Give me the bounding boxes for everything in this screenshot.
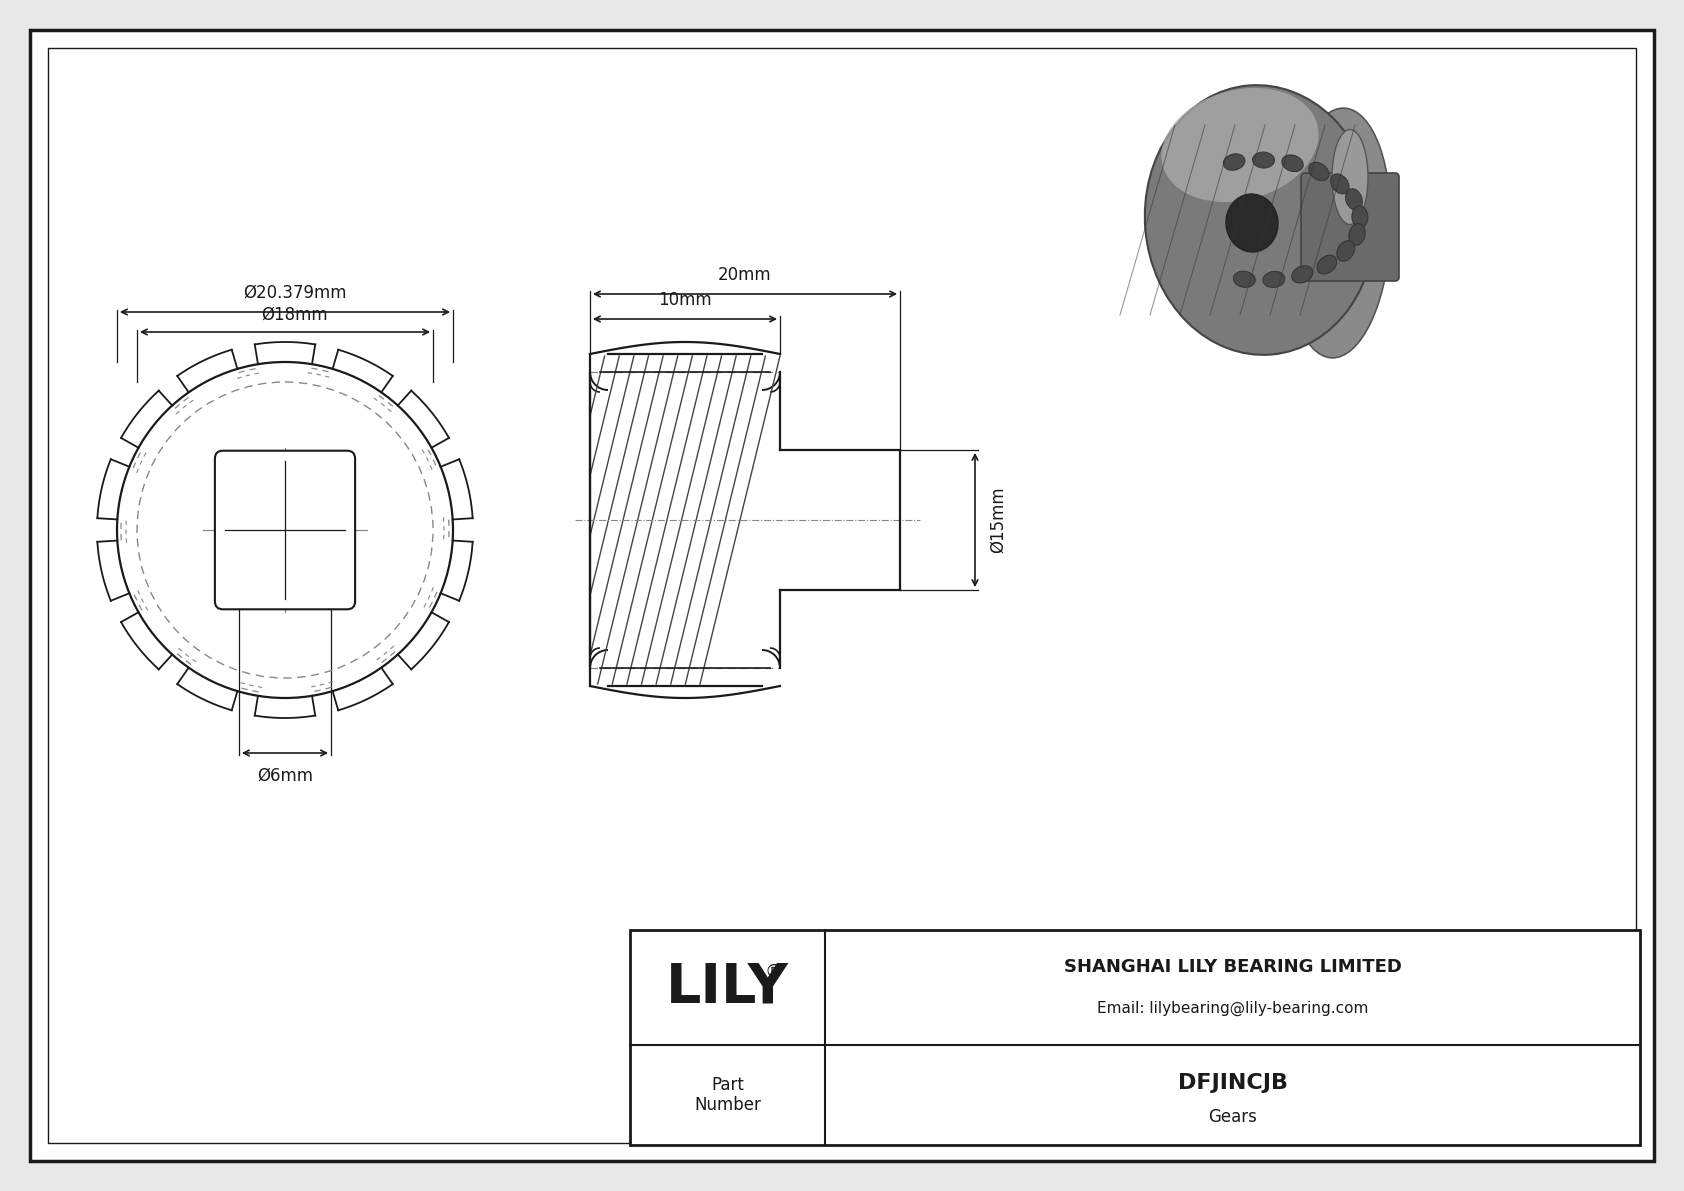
- Ellipse shape: [1226, 194, 1278, 252]
- Text: Ø20.379mm: Ø20.379mm: [242, 283, 347, 303]
- Ellipse shape: [1346, 189, 1362, 210]
- FancyBboxPatch shape: [1302, 173, 1399, 281]
- Ellipse shape: [1332, 130, 1367, 224]
- Text: 20mm: 20mm: [717, 266, 771, 283]
- Ellipse shape: [1352, 206, 1367, 227]
- Ellipse shape: [1330, 174, 1349, 194]
- Text: SHANGHAI LILY BEARING LIMITED: SHANGHAI LILY BEARING LIMITED: [1064, 958, 1401, 975]
- Bar: [630, 930, 1640, 1145]
- Ellipse shape: [1349, 224, 1366, 245]
- Text: Gears: Gears: [1207, 1108, 1256, 1125]
- Text: 10mm: 10mm: [658, 291, 712, 308]
- Ellipse shape: [1317, 255, 1337, 274]
- Text: DFJINCJB: DFJINCJB: [1177, 1073, 1288, 1093]
- FancyBboxPatch shape: [216, 450, 355, 610]
- Text: Ø6mm: Ø6mm: [258, 767, 313, 785]
- Ellipse shape: [1162, 88, 1319, 202]
- Text: Ø18mm: Ø18mm: [261, 306, 328, 324]
- Ellipse shape: [1253, 152, 1275, 168]
- Ellipse shape: [1292, 266, 1314, 283]
- Ellipse shape: [1263, 272, 1285, 287]
- Ellipse shape: [1145, 85, 1376, 355]
- Ellipse shape: [1308, 162, 1329, 181]
- Ellipse shape: [1285, 108, 1391, 357]
- Ellipse shape: [1233, 272, 1255, 287]
- Text: Email: lilybearing@lily-bearing.com: Email: lilybearing@lily-bearing.com: [1096, 1000, 1367, 1016]
- Ellipse shape: [1282, 155, 1303, 172]
- Text: ®: ®: [765, 962, 783, 980]
- Ellipse shape: [1223, 154, 1244, 170]
- Ellipse shape: [1337, 241, 1354, 261]
- Text: Ø15mm: Ø15mm: [989, 487, 1007, 554]
- Text: LILY: LILY: [667, 960, 788, 1015]
- Text: Part
Number: Part Number: [694, 1075, 761, 1115]
